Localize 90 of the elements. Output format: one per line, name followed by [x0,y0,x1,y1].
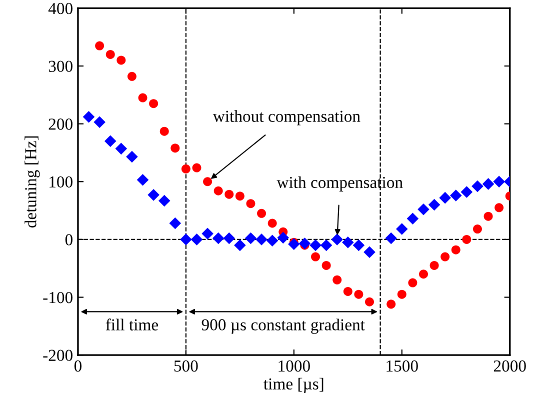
point [82,110,95,123]
point [310,239,322,252]
point [460,186,473,198]
point [311,252,320,262]
point [396,223,408,235]
point [354,290,364,299]
point [277,232,290,244]
annotation: 900 µs constant gradient [202,318,365,334]
annotation: without compensation [212,110,360,126]
point [408,278,418,288]
point [169,217,182,230]
y-axis-title: detuning [Hz] [24,136,40,228]
point [224,190,234,199]
point [190,234,203,246]
point [116,56,126,65]
x-axis-title: time [µs] [264,378,324,393]
point [493,176,505,188]
x-tick-label: 2000 [494,360,526,372]
y-tick-label: 100 [50,176,72,188]
point [160,126,169,136]
point [106,50,115,59]
x-tick-label: 1500 [386,360,418,372]
point [115,142,128,155]
point [256,234,268,246]
point [246,199,256,208]
point [484,212,493,221]
annotation: with compensation [276,176,403,192]
point [364,246,376,258]
y-tick-label: 0 [65,234,72,246]
point [462,234,472,244]
point [170,144,180,153]
point [482,178,494,190]
point [127,72,136,81]
point [235,192,244,201]
point [332,275,342,284]
point [418,270,428,279]
point [180,234,192,246]
point [95,41,104,50]
point [320,239,332,252]
point [386,300,396,309]
point [472,180,484,192]
point [406,212,419,225]
point [136,174,149,186]
point [450,190,462,202]
point [440,252,450,262]
point [138,93,148,102]
point [385,232,397,244]
point [268,218,277,228]
point [214,186,223,196]
point [342,236,354,248]
point [126,150,138,163]
point [331,234,343,246]
point [322,260,331,270]
point [494,203,504,212]
point [352,239,365,252]
point [148,189,160,201]
point [365,297,374,306]
point [439,192,451,204]
y-tick-label: 300 [48,60,72,72]
point [181,164,190,174]
point [94,116,106,128]
x-tick-label: 1000 [278,360,310,372]
point [223,232,236,244]
point [212,232,224,244]
point [298,238,311,250]
point [266,234,278,246]
point [203,177,212,186]
point [158,194,170,207]
point [202,228,214,240]
y-tick-label: -200 [43,350,72,362]
point [104,135,116,148]
y-tick-label: 200 [48,118,72,130]
point [451,245,460,254]
point [244,232,257,244]
y-tick-label: 400 [48,2,72,14]
x-tick-label: 500 [174,360,198,372]
point [472,224,482,234]
annotation: fill time [106,318,158,330]
point [192,163,202,172]
point [428,198,440,211]
point [397,290,406,299]
point [343,286,352,296]
point [257,208,266,218]
x-tick-label: 0 [74,360,82,372]
point [288,238,300,250]
point [149,99,158,108]
y-tick-label: -100 [43,292,72,304]
point [418,203,430,216]
point [430,260,439,270]
point [234,239,246,252]
